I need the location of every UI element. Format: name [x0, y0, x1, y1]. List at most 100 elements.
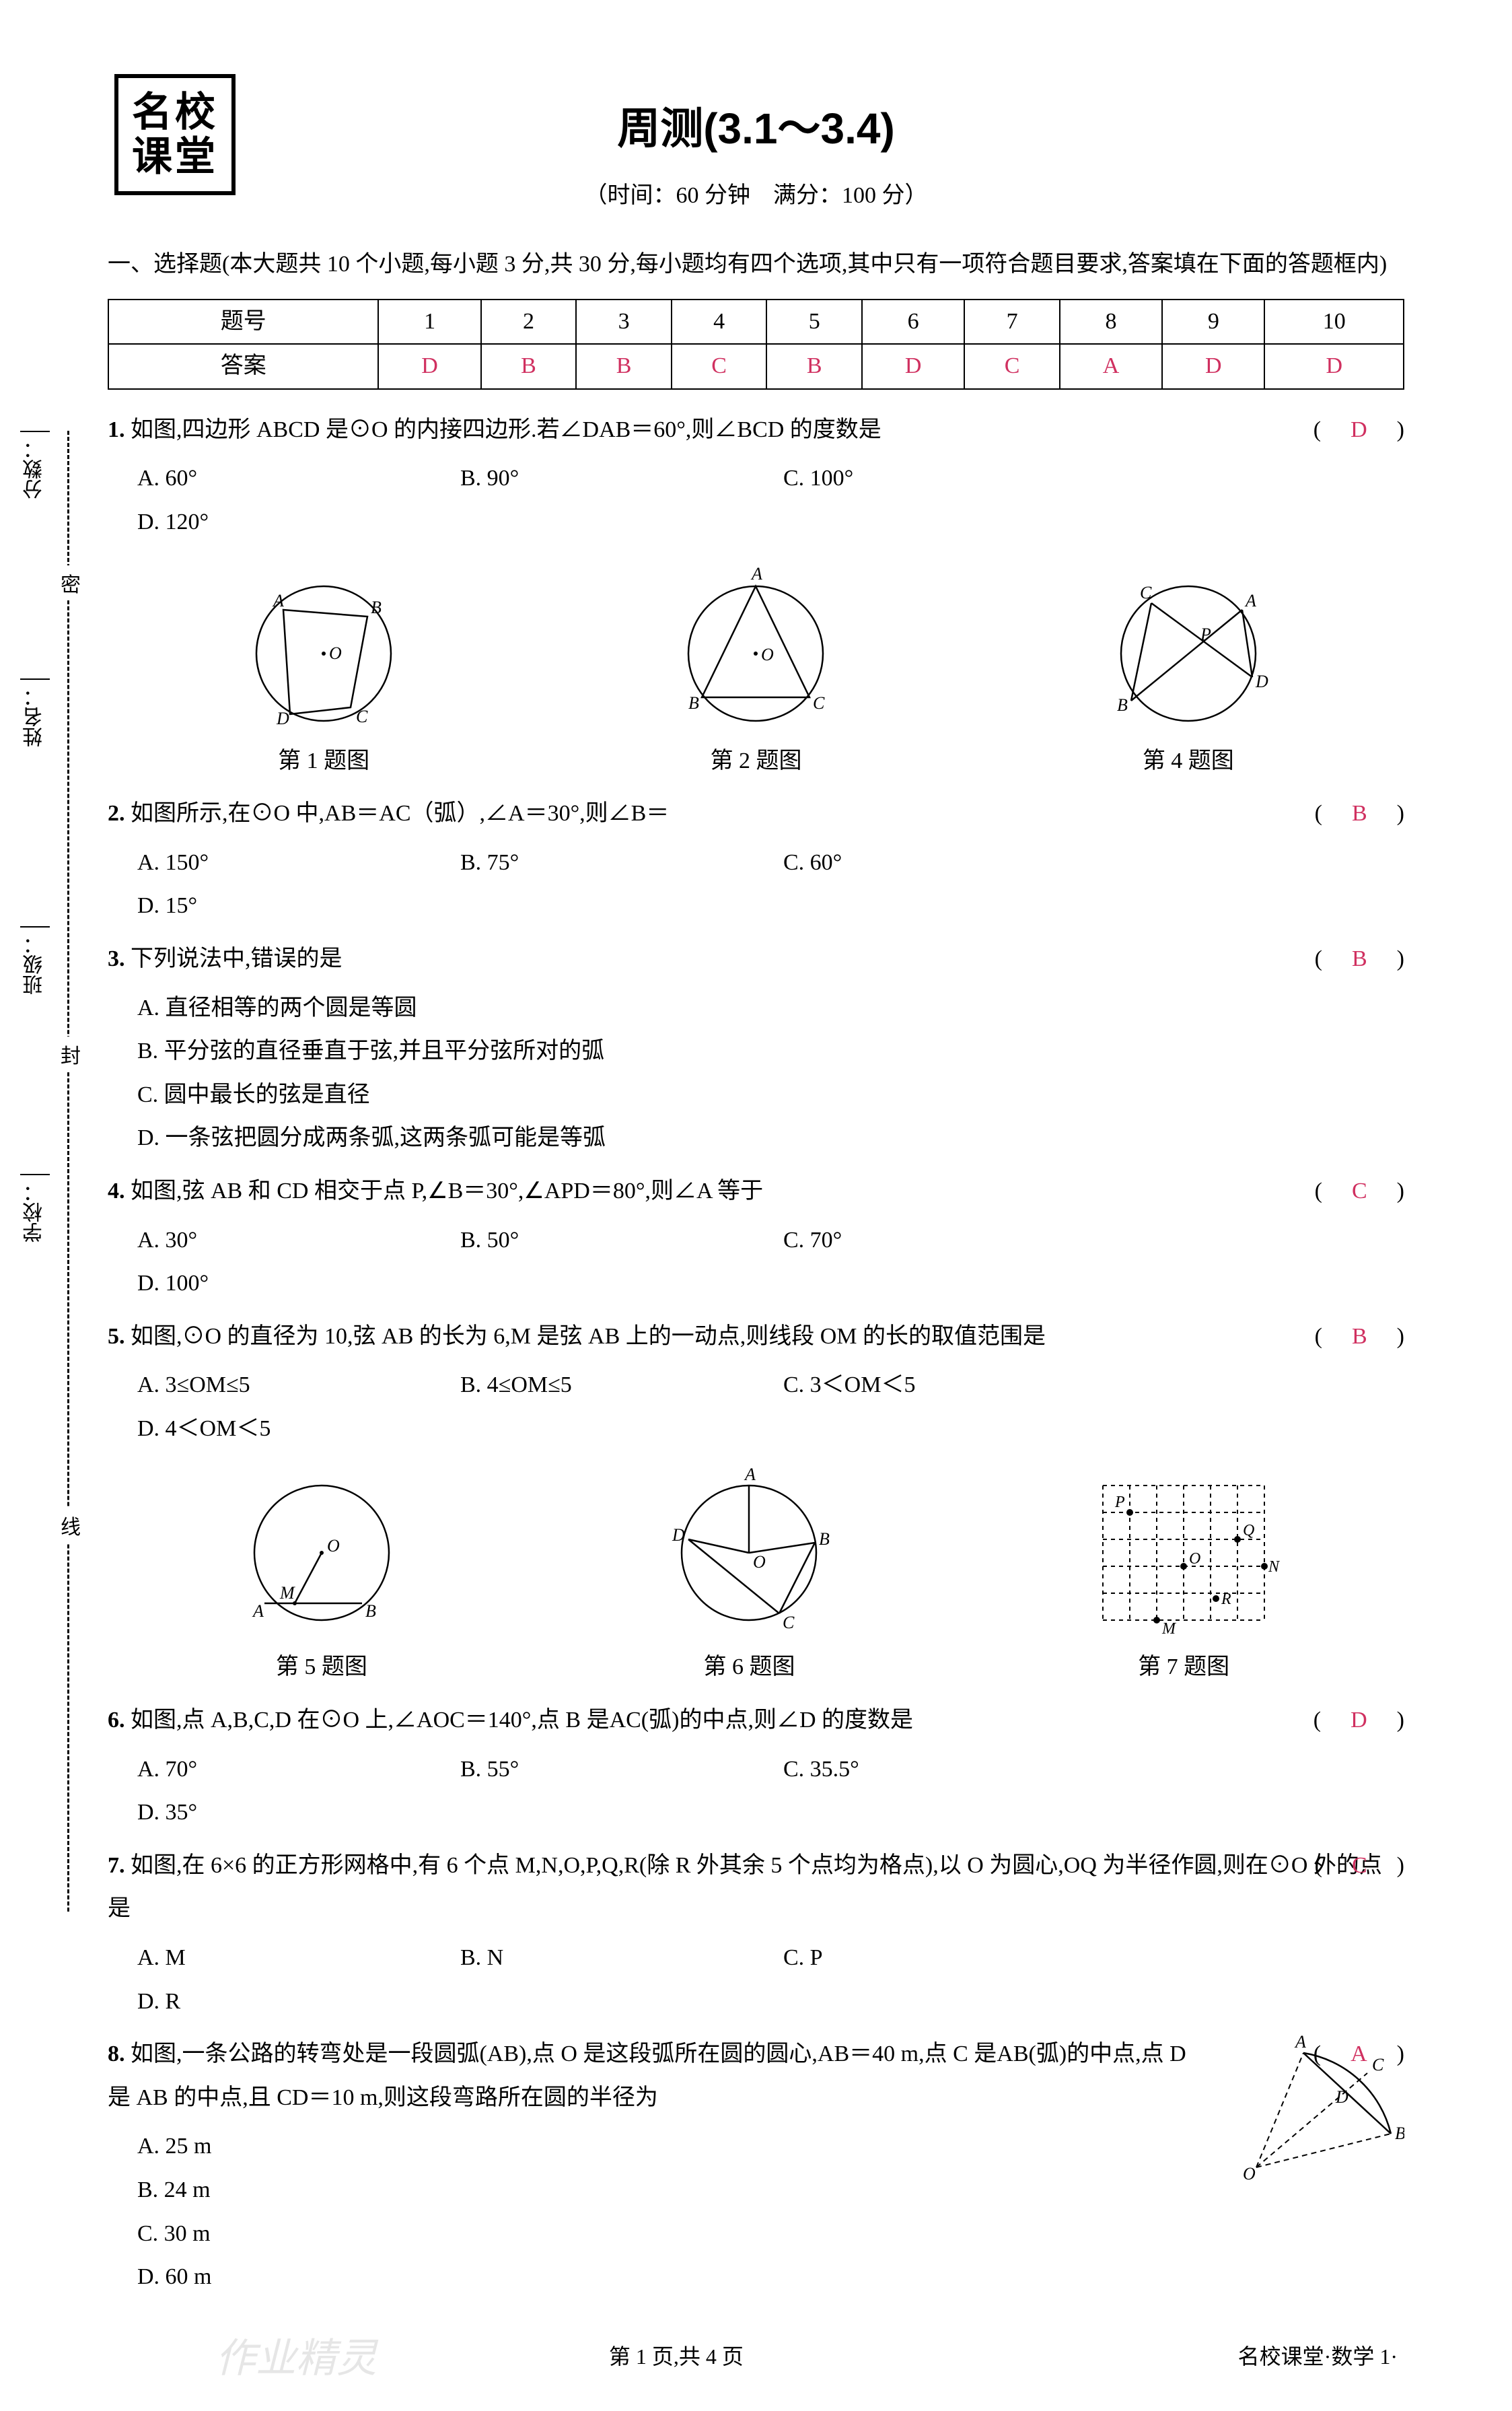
svg-text:O: O: [1189, 1550, 1200, 1568]
figure-caption: 第 6 题图: [703, 1654, 795, 1679]
watermark: 作业精灵: [215, 2326, 377, 2384]
answer-paren: ( A ): [1313, 2033, 1404, 2076]
option-c: C. 圆中最长的弦是直径: [137, 1074, 1377, 1117]
question-number: 8.: [108, 2041, 125, 2066]
svg-text:A: A: [744, 1465, 756, 1484]
question-stem: 如图,在 6×6 的正方形网格中,有 6 个点 M,N,O,P,Q,R(除 R …: [108, 1853, 1382, 1922]
section1-heading: 一、选择题(本大题共 10 个小题,每小题 3 分,共 30 分,每小题均有四个…: [108, 243, 1404, 287]
table-header: 5: [766, 300, 862, 345]
table-cell-answer: A: [1060, 344, 1162, 389]
svg-text:D: D: [672, 1525, 685, 1545]
answer-paren: ( D ): [1313, 409, 1404, 452]
svg-text:C: C: [356, 707, 368, 726]
option-c: C. 35.5°: [783, 1748, 1079, 1792]
question-stem: 如图,一条公路的转弯处是一段圆弧(AB),点 O 是这段弧所在圆的圆心,AB＝4…: [108, 2041, 1186, 2110]
option-d: D. 120°: [137, 501, 433, 545]
table-header: 8: [1060, 300, 1162, 345]
figure-caption: 第 1 题图: [278, 748, 369, 773]
figure-caption: 第 4 题图: [1143, 748, 1234, 773]
question-number: 1.: [108, 417, 125, 442]
table-header: 2: [481, 300, 577, 345]
answer-paren: ( B ): [1315, 938, 1404, 981]
table-cell-answer: B: [766, 344, 862, 389]
figure-q1: A B C D O 第 1 题图: [236, 573, 411, 783]
svg-text:N: N: [1268, 1558, 1281, 1576]
figure-q2: A B C O 第 2 题图: [668, 559, 843, 783]
answer-paren: ( B ): [1315, 792, 1404, 836]
svg-text:A: A: [272, 591, 284, 610]
seal-tag: 密: [61, 565, 81, 600]
option-d: D. 一条弦把圆分成两条弧,这两条弧可能是等弧: [137, 1117, 1377, 1160]
svg-text:M: M: [1161, 1620, 1177, 1638]
svg-text:B: B: [819, 1529, 830, 1549]
answer-letter: B: [1352, 1324, 1367, 1349]
option-d: D. 100°: [137, 1262, 433, 1306]
page-indicator: 第 1 页,共 4 页: [609, 2340, 744, 2371]
answer-letter: C: [1352, 1853, 1367, 1878]
question-stem: 如图,四边形 ABCD 是⊙O 的内接四边形.若∠DAB＝60°,则∠BCD 的…: [131, 417, 881, 442]
table-cell: 答案: [108, 344, 378, 389]
seal-tag: 封: [61, 1037, 81, 1072]
question-stem: 如图,弦 AB 和 CD 相交于点 P,∠B＝30°,∠APD＝80°,则∠A …: [131, 1179, 763, 1203]
table-header: 9: [1162, 300, 1264, 345]
sidebar-school: 学校：: [20, 1174, 50, 1416]
question-stem: 如图,⊙O 的直径为 10,弦 AB 的长为 6,M 是弦 AB 上的一动点,则…: [131, 1324, 1046, 1349]
option-b: B. 50°: [460, 1219, 756, 1263]
option-b: B. 24 m: [137, 2169, 1169, 2212]
table-cell-answer: B: [481, 344, 577, 389]
answer-paren: ( C ): [1315, 1844, 1404, 1888]
svg-text:O: O: [329, 643, 342, 663]
option-d: D. 4＜OM＜5: [137, 1407, 433, 1451]
option-c: C. 70°: [783, 1219, 1079, 1263]
option-a: A. 60°: [137, 457, 433, 501]
footer-brand: 名校课堂·数学 1·: [1238, 2340, 1398, 2371]
table-cell-answer: B: [576, 344, 672, 389]
seal-tag: 线: [61, 1508, 81, 1543]
figure-q5: O A B M 第 5 题图: [227, 1472, 416, 1689]
figure-q6: A B C D O 第 6 题图: [655, 1465, 843, 1689]
table-cell-answer: D: [1264, 344, 1404, 389]
option-d: D. 60 m: [137, 2256, 1169, 2299]
option-a: A. 70°: [137, 1748, 433, 1792]
svg-text:O: O: [761, 645, 774, 664]
svg-text:C: C: [783, 1613, 795, 1632]
svg-text:O: O: [1243, 2164, 1256, 2183]
option-c: C. 100°: [783, 457, 1079, 501]
option-c: C. 30 m: [137, 2212, 1169, 2256]
svg-text:Q: Q: [1243, 1522, 1254, 1539]
table-cell-answer: C: [964, 344, 1060, 389]
question-stem: 下列说法中,错误的是: [131, 946, 343, 971]
svg-text:M: M: [279, 1583, 295, 1603]
option-c: C. P: [783, 1936, 1079, 1980]
table-header: 6: [862, 300, 964, 345]
answer-paren: ( B ): [1315, 1315, 1404, 1359]
figure-caption: 第 7 题图: [1138, 1654, 1229, 1679]
logo-line2: 课堂: [132, 135, 218, 179]
table-header: 题号: [108, 300, 378, 345]
table-header: 10: [1264, 300, 1404, 345]
option-a: A. 3≤OM≤5: [137, 1364, 433, 1407]
table-cell-answer: D: [378, 344, 480, 389]
svg-text:O: O: [327, 1536, 340, 1556]
option-b: B. 90°: [460, 457, 756, 501]
option-b: B. 4≤OM≤5: [460, 1364, 756, 1407]
question-stem: 如图,点 A,B,C,D 在⊙O 上,∠AOC＝140°,点 B 是AC(弧)的…: [131, 1708, 913, 1733]
question-number: 2.: [108, 801, 125, 826]
page-subtitle: （时间：60 分钟 满分：100 分）: [108, 176, 1404, 209]
option-c: C. 3＜OM＜5: [783, 1364, 1079, 1407]
svg-text:B: B: [371, 598, 382, 617]
question-number: 5.: [108, 1324, 125, 1349]
answer-letter: A: [1351, 2041, 1367, 2066]
answer-letter: D: [1351, 1708, 1367, 1733]
figure-caption: 第 5 题图: [276, 1654, 367, 1679]
svg-text:A: A: [1294, 2033, 1306, 2052]
option-b: B. 平分弦的直径垂直于弦,并且平分弦所对的弧: [137, 1030, 1377, 1074]
answer-paren: ( D ): [1313, 1699, 1404, 1743]
option-a: A. 150°: [137, 841, 433, 885]
option-a: A. 25 m: [137, 2125, 1169, 2169]
svg-text:O: O: [753, 1552, 766, 1572]
option-b: B. 75°: [460, 841, 756, 885]
logo-line1: 名校: [132, 90, 218, 135]
figure-q7: P Q O N R M 第 7 题图: [1083, 1465, 1285, 1689]
sidebar-name: 姓名：: [20, 678, 50, 921]
